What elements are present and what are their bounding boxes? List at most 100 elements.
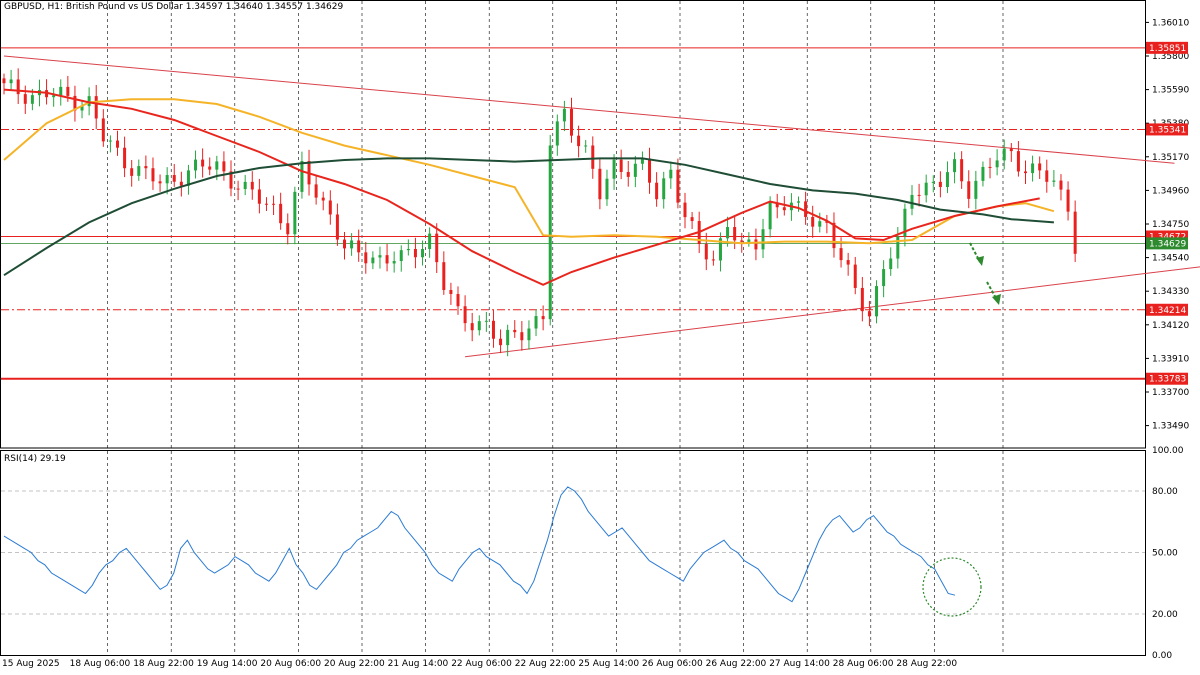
candle-body: [960, 159, 964, 182]
trendline: [465, 266, 1200, 358]
candle-body: [875, 286, 879, 317]
candle-body: [350, 240, 354, 249]
candle-body: [158, 181, 162, 184]
x-tick-label: 22 Aug 22:00: [515, 659, 576, 669]
candle-body: [726, 227, 730, 239]
x-tick-label: 20 Aug 06:00: [260, 659, 321, 669]
candle-body: [633, 163, 637, 177]
candle-body: [94, 96, 98, 119]
price-tag-label: 1.34214: [1149, 306, 1186, 316]
candle-body: [385, 255, 389, 264]
candle-body: [343, 239, 346, 249]
candle-body: [761, 229, 765, 250]
candle-body: [527, 328, 531, 341]
candle-body: [1009, 148, 1013, 152]
candle-body: [910, 194, 914, 209]
candle-body: [591, 145, 595, 169]
moving-average-line: [3, 98, 1055, 245]
candle-body: [555, 121, 559, 146]
candle-body: [1038, 163, 1042, 171]
y-tick-label: 1.34750: [1152, 220, 1189, 230]
candle-body: [775, 202, 779, 208]
rsi-y-tick-label: 80.00: [1152, 487, 1178, 497]
candle-body: [704, 244, 708, 260]
trendline: [3, 55, 1175, 164]
y-tick-label: 1.33700: [1152, 388, 1189, 398]
candle-body: [690, 217, 694, 222]
rsi-highlight-circle: [922, 557, 982, 617]
candle-body: [279, 203, 283, 224]
y-tick-label: 1.35590: [1152, 86, 1189, 96]
candle-body: [584, 145, 588, 147]
candle-body: [243, 181, 247, 190]
candle-body: [179, 181, 183, 186]
candle-body: [570, 108, 573, 136]
candle-body: [321, 197, 325, 201]
candle-body: [52, 95, 56, 98]
candle-body: [286, 223, 290, 235]
candle-body: [314, 184, 318, 198]
candle-body: [903, 208, 907, 237]
price-tag-label: 1.35341: [1149, 125, 1186, 135]
candle-body: [484, 320, 488, 322]
candle-body: [534, 316, 538, 329]
candle-body: [640, 158, 644, 164]
rsi-line: [3, 486, 956, 603]
y-tick-label: 1.34540: [1152, 254, 1189, 264]
candle-body: [938, 181, 942, 188]
candle-body: [974, 180, 978, 199]
candle-body: [981, 166, 985, 181]
candle-body: [782, 207, 786, 211]
x-tick-label: 26 Aug 06:00: [642, 659, 703, 669]
candle-body: [754, 239, 758, 250]
rsi-panel-frame: [0, 450, 1146, 656]
candle-body: [846, 260, 850, 265]
candle-body: [619, 159, 623, 173]
candle-body: [449, 289, 453, 295]
candle-body: [839, 248, 843, 261]
candle-body: [953, 159, 957, 173]
candle-body: [257, 189, 261, 204]
candle-body: [740, 240, 744, 242]
price-tag-label: 1.35851: [1149, 44, 1186, 54]
candle-body: [605, 178, 609, 200]
candle-body: [201, 159, 205, 167]
candle-body: [718, 238, 722, 261]
candle-body: [137, 166, 141, 176]
candle-body: [988, 166, 992, 168]
y-tick-label: 1.33910: [1152, 354, 1189, 364]
candle-body: [335, 214, 339, 240]
candle-body: [392, 261, 396, 264]
candle-body: [541, 316, 545, 320]
candle-body: [1059, 180, 1063, 190]
x-tick-label: 26 Aug 22:00: [706, 659, 767, 669]
candle-body: [442, 262, 446, 290]
x-tick-label: 19 Aug 14:00: [197, 659, 258, 669]
candle-body: [222, 161, 226, 172]
candle-body: [506, 329, 510, 346]
price-tag: [1146, 303, 1188, 316]
candle-body: [1045, 170, 1049, 182]
price-tag: [1146, 41, 1188, 54]
y-tick-label: 1.35170: [1152, 153, 1189, 163]
candle-body: [215, 161, 219, 170]
candle-body: [186, 170, 190, 186]
y-tick-label: 1.33490: [1152, 422, 1189, 432]
price-tag-label: 1.34629: [1149, 239, 1186, 249]
candle-body: [747, 239, 751, 242]
price-tag: [1146, 372, 1188, 385]
candle-body: [101, 118, 105, 142]
candle-body: [428, 233, 432, 250]
candle-body: [413, 248, 417, 258]
x-tick-label: 28 Aug 06:00: [833, 659, 894, 669]
candle-body: [995, 160, 999, 168]
rsi-y-tick-label: 100.00: [1152, 446, 1184, 456]
candle-body: [648, 158, 652, 183]
candle-body: [676, 169, 680, 203]
y-tick-label: 1.34330: [1152, 287, 1189, 297]
candle-body: [520, 332, 524, 341]
candle-body: [1016, 151, 1020, 172]
x-tick-label: 25 Aug 14:00: [578, 659, 639, 669]
candle-body: [123, 147, 127, 169]
rsi-y-tick-label: 20.00: [1152, 610, 1178, 620]
